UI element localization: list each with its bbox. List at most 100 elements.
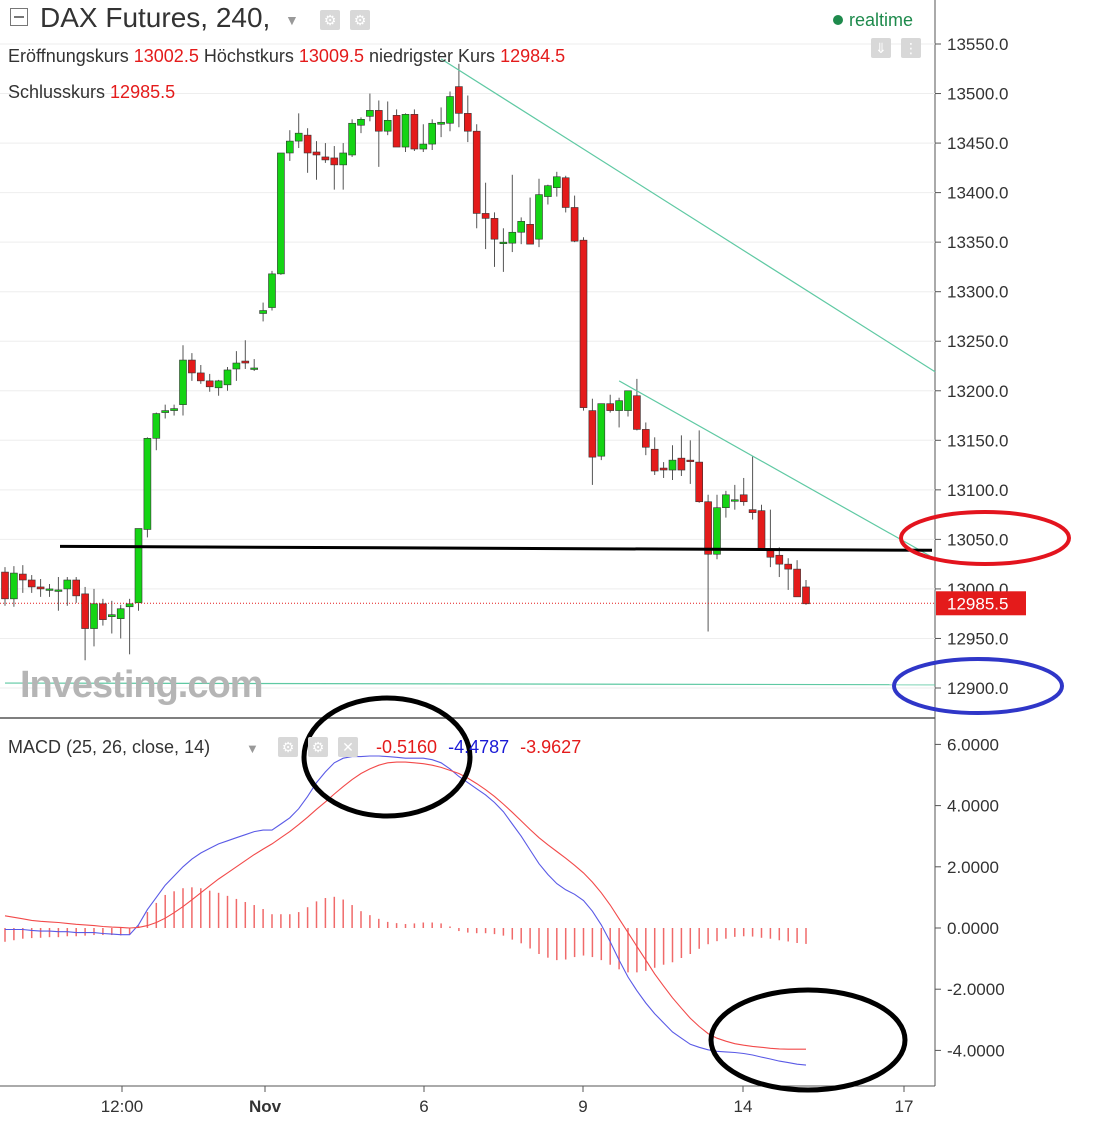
candle-body	[535, 194, 543, 240]
price-tick-label: 13500.0	[947, 85, 1008, 104]
candle-body	[757, 510, 766, 550]
candle-body	[392, 115, 401, 148]
x-tick-label: Nov	[249, 1097, 282, 1116]
low-label: niedrigster Kurs	[369, 46, 496, 66]
macd-values: -0.5160 -4.4787 -3.9627	[376, 737, 581, 758]
macd-tick-label: -2.0000	[947, 980, 1005, 999]
candle-body	[526, 224, 534, 245]
candle-body	[704, 501, 712, 555]
price-tick-label: 13300.0	[947, 283, 1008, 302]
candle-body	[259, 310, 267, 314]
candle-body	[214, 380, 223, 389]
symbol-title: DAX Futures, 240,	[40, 2, 271, 33]
candle-body	[624, 390, 632, 411]
candle-body	[134, 528, 143, 604]
macd-line	[5, 755, 807, 1066]
macd-settings-icon[interactable]: ⚙	[278, 737, 298, 757]
realtime-status: realtime	[833, 10, 913, 31]
candle-body	[63, 579, 72, 590]
support-line	[59, 544, 933, 552]
candle-body	[606, 403, 615, 411]
candle-body	[650, 448, 659, 472]
collapse-icon[interactable]	[10, 8, 28, 26]
candle-body	[339, 152, 348, 166]
candle-body	[36, 586, 45, 590]
candle-body	[499, 241, 508, 244]
macd-tick-label: 6.0000	[947, 735, 999, 754]
price-tick-label: 13100.0	[947, 481, 1008, 500]
macd-histogram-value: -0.5160	[376, 737, 438, 757]
candle-body	[90, 603, 98, 629]
candle-body	[517, 221, 526, 233]
high-value: 13009.5	[298, 46, 364, 66]
macd-dropdown-icon[interactable]: ▼	[246, 741, 259, 756]
open-label: Eröffnungskurs	[8, 46, 129, 66]
price-tick-label: 13450.0	[947, 134, 1008, 153]
price-tick-label: 13050.0	[947, 530, 1008, 549]
realtime-dot-icon	[833, 15, 843, 25]
candle-body	[241, 360, 250, 364]
candle-body	[570, 207, 579, 242]
candle-body	[303, 134, 312, 154]
open-value: 13002.5	[133, 46, 199, 66]
candle-body	[223, 369, 232, 386]
macd-close-icon[interactable]: ✕	[338, 737, 358, 757]
candle-body	[428, 122, 437, 145]
ohlc-row-1: Eröffnungskurs 13002.5 Höchstkurs 13009.…	[8, 46, 565, 67]
candle-body	[686, 459, 695, 462]
realtime-label: realtime	[849, 10, 914, 30]
candle-body	[366, 110, 374, 117]
candle-body	[45, 588, 54, 591]
gear-icon[interactable]: ⚙	[350, 10, 370, 30]
candle-body	[419, 143, 428, 150]
candle-body	[312, 151, 321, 156]
candle-body	[615, 400, 623, 411]
macd-line-value: -4.4787	[448, 737, 510, 757]
candle-body	[730, 499, 739, 502]
ohlc-row-2: Schlusskurs 12985.5	[8, 82, 175, 103]
settings-icon[interactable]: ⚙	[320, 10, 340, 30]
x-tick-label: 9	[578, 1097, 587, 1116]
candle-body	[401, 114, 410, 148]
candle-body	[348, 122, 356, 156]
trendline	[4, 682, 936, 686]
arrow-down-icon[interactable]: ⇓	[871, 38, 891, 58]
candle-body	[677, 457, 686, 471]
candle-body	[205, 380, 214, 388]
candle-body	[455, 86, 463, 114]
price-tick-label: 13350.0	[947, 233, 1008, 252]
candle-body	[446, 96, 454, 124]
candle-body	[561, 177, 570, 208]
candle-body	[268, 273, 276, 308]
candle-body	[179, 359, 187, 405]
dropdown-chevron-icon[interactable]: ▼	[285, 12, 299, 28]
macd-tick-label: 0.0000	[947, 919, 999, 938]
candle-body	[54, 589, 63, 592]
candle-body	[508, 231, 517, 244]
candle-body	[330, 157, 339, 166]
price-tick-label: 13550.0	[947, 35, 1008, 54]
candle-body	[544, 185, 552, 197]
candle-body	[250, 367, 258, 370]
price-tick-label: 13250.0	[947, 332, 1008, 351]
menu-dots-icon[interactable]: ⋮	[901, 38, 921, 58]
candle-body	[294, 132, 303, 142]
x-tick-label: 14	[734, 1097, 753, 1116]
last-price-label: 12985.5	[947, 594, 1008, 613]
price-tick-label: 13150.0	[947, 431, 1008, 450]
candle-body	[579, 239, 588, 408]
high-label: Höchstkurs	[203, 46, 294, 66]
x-tick-label: 6	[419, 1097, 428, 1116]
x-tick-label: 12:00	[101, 1097, 144, 1116]
candle-body	[161, 410, 169, 413]
candle-body	[739, 494, 748, 503]
price-tick-label: 12900.0	[947, 679, 1008, 698]
macd-gear-icon[interactable]: ⚙	[308, 737, 328, 757]
candle-body	[383, 119, 392, 132]
candle-body	[659, 467, 668, 471]
candle-body	[27, 579, 36, 588]
candle-body	[552, 176, 561, 188]
close-value: 12985.5	[110, 82, 176, 102]
